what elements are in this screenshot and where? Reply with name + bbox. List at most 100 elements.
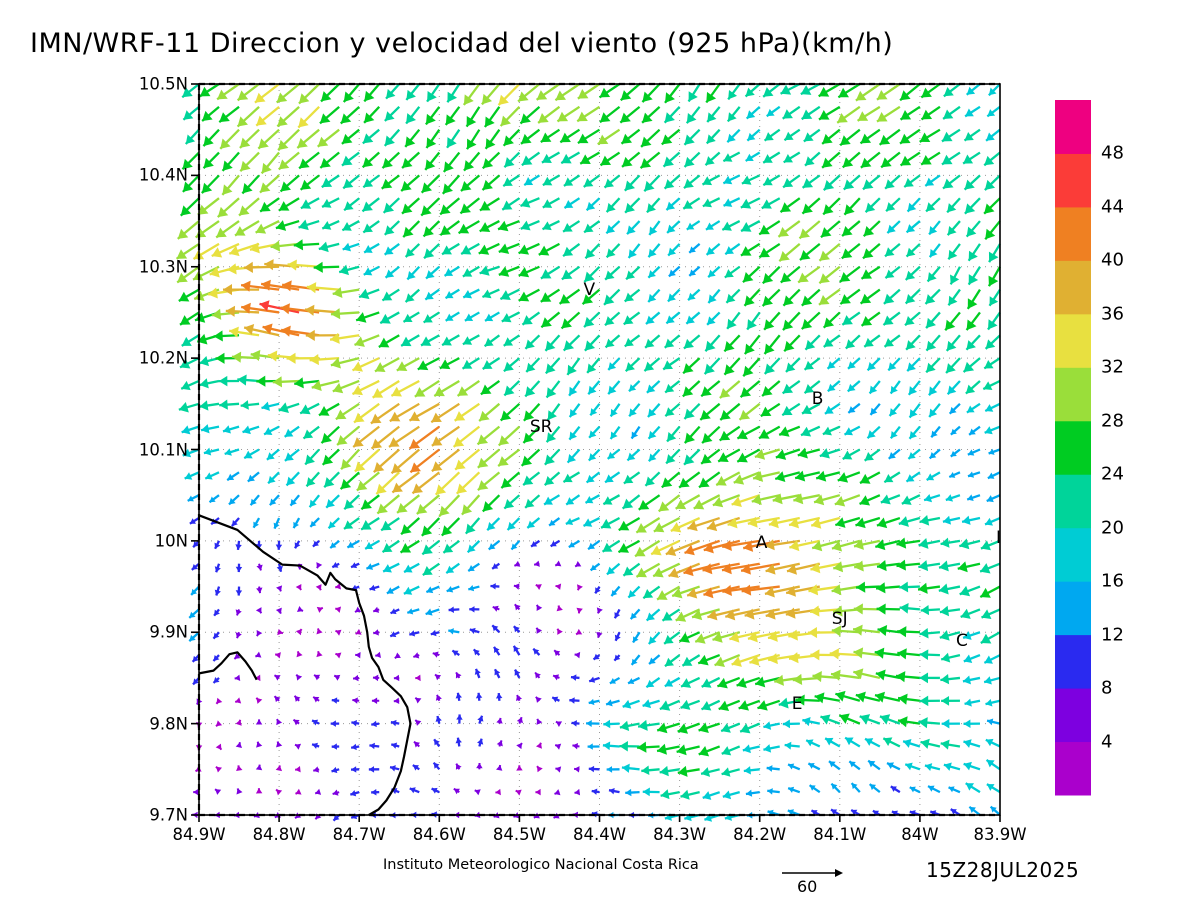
- wind-vector: [218, 375, 240, 387]
- wind-vector: [843, 174, 861, 191]
- wind-vector: [574, 651, 581, 659]
- wind-vector: [688, 265, 701, 277]
- wind-vector: [647, 243, 661, 258]
- wind-vector: [798, 220, 821, 240]
- wind-vector: [799, 243, 821, 261]
- wind-vector: [779, 197, 801, 214]
- wind-vector: [269, 494, 280, 506]
- wind-vector: [700, 448, 721, 465]
- wind-vector: [336, 425, 360, 446]
- wind-vector: [628, 380, 641, 393]
- wind-vector: [614, 631, 621, 642]
- wind-vector: [705, 220, 721, 231]
- wind-vector: [555, 720, 563, 728]
- wind-vector: [461, 357, 480, 370]
- wind-vector: [862, 174, 881, 191]
- wind-vector: [445, 311, 460, 322]
- wind-vector: [298, 151, 320, 170]
- wind-vector: [360, 494, 380, 511]
- wind-vector: [561, 265, 581, 281]
- wind-vector: [439, 197, 461, 216]
- wind-vector: [596, 607, 603, 614]
- wind-vector: [680, 676, 701, 688]
- wind-vector: [568, 425, 581, 441]
- wind-vector: [659, 765, 680, 777]
- wind-vector: [415, 674, 421, 682]
- wind-vector: [818, 288, 841, 306]
- wind-vector: [460, 242, 480, 256]
- wind-vector: [371, 697, 380, 704]
- wind-vector: [214, 540, 221, 550]
- wind-vector: [463, 151, 481, 172]
- wind-vector: [259, 197, 280, 213]
- wind-vector: [381, 174, 400, 190]
- wind-vector: [842, 448, 861, 460]
- wind-vector: [204, 471, 220, 480]
- wind-vector: [516, 694, 523, 702]
- wind-vector: [648, 220, 661, 236]
- wind-vector: [629, 608, 641, 620]
- wind-vector: [524, 380, 541, 398]
- wind-vector: [261, 401, 280, 411]
- wind-vector: [859, 494, 881, 506]
- wind-vector: [455, 692, 462, 701]
- wind-vector: [421, 517, 441, 537]
- wind-vector: [683, 151, 701, 168]
- wind-vector: [222, 284, 260, 296]
- wind-vector: [331, 561, 340, 569]
- wind-vector: [313, 674, 321, 681]
- wind-vector: [783, 334, 801, 353]
- wind-vector: [723, 197, 741, 207]
- wind-vector: [982, 379, 1001, 391]
- wind-vector: [987, 266, 1002, 287]
- wind-vector: [683, 334, 701, 350]
- wind-vector: [361, 151, 380, 169]
- wind-vector: [906, 197, 921, 213]
- wind-vector: [548, 517, 561, 527]
- wind-vector: [604, 311, 621, 327]
- wind-vector: [950, 808, 961, 816]
- wind-vector: [255, 719, 263, 725]
- wind-vector: [551, 696, 560, 703]
- wind-vector: [342, 174, 360, 190]
- wind-vector: [577, 128, 601, 145]
- wind-vector: [702, 791, 721, 800]
- wind-vector: [980, 631, 1001, 644]
- x-axis-tick-label: 84.1W: [813, 825, 867, 844]
- wind-vector: [583, 220, 601, 234]
- wind-vector: [598, 83, 621, 99]
- wind-vector: [880, 151, 901, 169]
- wind-vector: [312, 540, 320, 548]
- wind-vector: [588, 425, 601, 439]
- wind-vector: [869, 403, 881, 416]
- wind-vector: [180, 379, 200, 391]
- wind-vector: [683, 448, 701, 466]
- wind-vector: [355, 628, 362, 635]
- wind-vector: [740, 242, 761, 257]
- wind-vector: [822, 311, 841, 329]
- wind-vector: [575, 628, 583, 636]
- x-axis-tick-label: 84.8W: [252, 825, 306, 844]
- wind-vector: [663, 174, 681, 190]
- wind-vector: [812, 670, 840, 683]
- wind-vector: [235, 719, 242, 726]
- wind-vector: [332, 789, 340, 796]
- wind-vector: [554, 789, 561, 796]
- wind-vector: [605, 243, 621, 259]
- wind-vector: [540, 288, 561, 303]
- wind-vector: [886, 762, 901, 771]
- wind-vector: [928, 403, 941, 418]
- wind-vector: [514, 603, 521, 611]
- wind-vector: [335, 629, 342, 636]
- wind-vector: [568, 539, 581, 549]
- wind-vector: [255, 764, 263, 771]
- wind-vector: [648, 654, 661, 665]
- wind-vector: [488, 539, 501, 551]
- wind-vector: [362, 128, 380, 145]
- wind-vector: [431, 787, 440, 794]
- wind-vector: [381, 539, 400, 554]
- footer-credit: Instituto Meteorologico Nacional Costa R…: [383, 857, 699, 873]
- wind-vector: [920, 105, 941, 121]
- wind-vector: [396, 357, 420, 372]
- wind-vector: [855, 516, 881, 529]
